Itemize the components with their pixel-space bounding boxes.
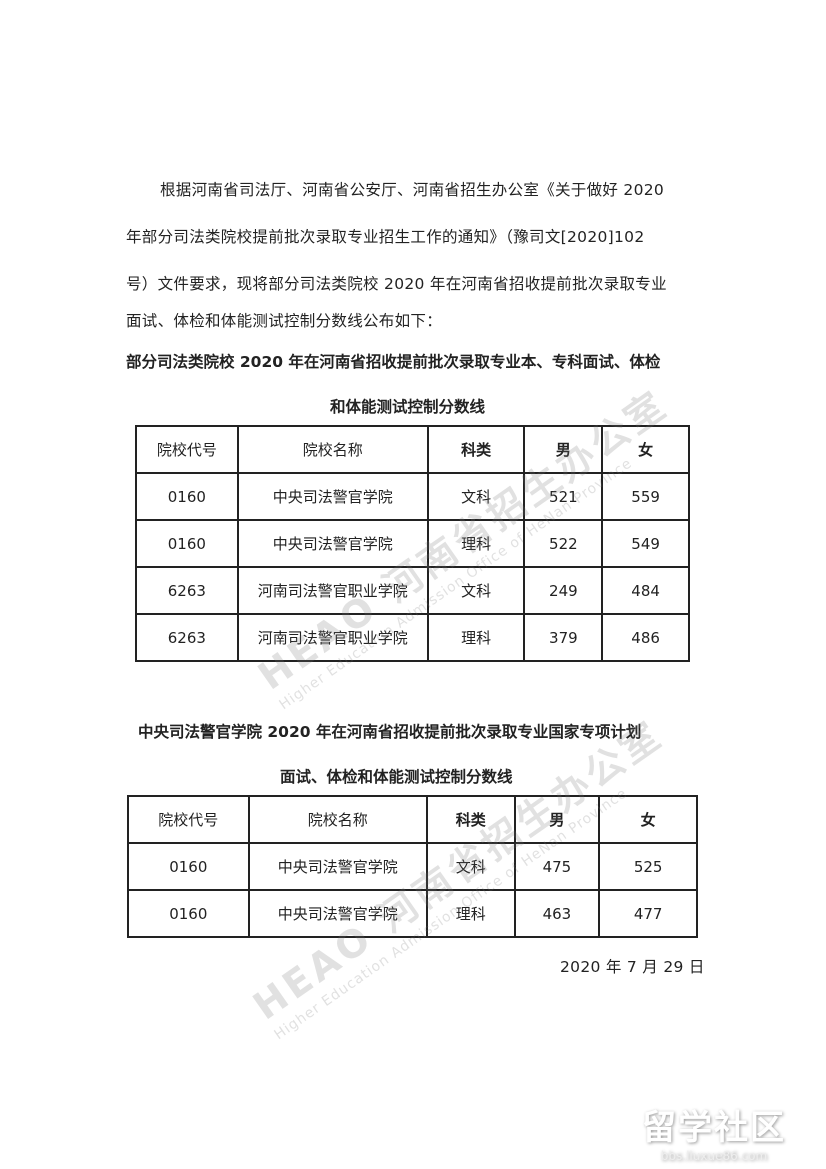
intro-line-2: 年部分司法类院校提前批次录取专业招生工作的通知》（豫司文[2020]102	[126, 228, 645, 246]
cell: 6263	[135, 613, 239, 662]
cell: 0160	[135, 519, 239, 568]
site-logo-url: bbs.liuxue86.com	[660, 1149, 768, 1163]
header-cell: 院校代号	[135, 425, 239, 474]
header-cell: 院校名称	[236, 425, 429, 474]
cell: 河南司法警官职业学院	[236, 613, 429, 662]
cell: 理科	[426, 613, 526, 662]
table-row: 6263 河南司法警官职业学院 理科 379 486	[135, 613, 690, 662]
cell: 河南司法警官职业学院	[236, 566, 429, 615]
cell: 379	[523, 613, 604, 662]
cell: 521	[523, 472, 604, 521]
cell: 中央司法警官学院	[247, 889, 428, 938]
cell: 463	[513, 889, 601, 938]
table1: 院校代号 院校名称 科类 男 女 0160 中央司法警官学院 文科 521 559 01…	[135, 425, 690, 662]
cell: 475	[513, 842, 601, 891]
cell: 文科	[426, 472, 526, 521]
table-row: 6263 河南司法警官职业学院 文科 249 484	[135, 566, 690, 615]
cell: 理科	[426, 519, 526, 568]
cell: 0160	[135, 472, 239, 521]
cell: 0160	[127, 842, 250, 891]
table1-title-line-1: 部分司法类院校 2020 年在河南省招收提前批次录取专业本、专科面试、体检	[126, 353, 661, 371]
intro-line-4: 面试、体检和体能测试控制分数线公布如下：	[126, 312, 443, 330]
cell: 6263	[135, 566, 239, 615]
table-header-row: 院校代号 院校名称 科类 男 女	[135, 425, 690, 474]
cell: 486	[601, 613, 690, 662]
cell: 文科	[425, 842, 516, 891]
table-row: 0160 中央司法警官学院 文科 475 525	[127, 842, 698, 891]
cell: 549	[601, 519, 690, 568]
cell: 484	[601, 566, 690, 615]
table-row: 0160 中央司法警官学院 理科 522 549	[135, 519, 690, 568]
header-cell: 男	[513, 795, 601, 844]
cell: 中央司法警官学院	[236, 472, 429, 521]
cell: 中央司法警官学院	[247, 842, 428, 891]
cell: 525	[598, 842, 698, 891]
table-row: 0160 中央司法警官学院 文科 521 559	[135, 472, 690, 521]
cell: 522	[523, 519, 604, 568]
site-logo-name: 留学社区	[642, 1108, 786, 1148]
intro-line-1: 根据河南省司法厅、河南省公安厅、河南省招生办公室《关于做好 2020	[160, 181, 665, 199]
cell: 249	[523, 566, 604, 615]
table2-title-line-2: 面试、体检和体能测试控制分数线	[280, 768, 513, 786]
header-cell: 科类	[425, 795, 516, 844]
cell: 477	[598, 889, 698, 938]
table1-title-line-2: 和体能测试控制分数线	[330, 398, 486, 416]
intro-line-3: 号）文件要求，现将部分司法类院校 2020 年在河南省招收提前批次录取专业	[126, 275, 667, 293]
cell: 0160	[127, 889, 250, 938]
table-header-row: 院校代号 院校名称 科类 男 女	[127, 795, 698, 844]
cell: 理科	[425, 889, 516, 938]
header-cell: 女	[601, 425, 690, 474]
table2: 院校代号 院校名称 科类 男 女 0160 中央司法警官学院 文科 475 525 01…	[127, 795, 698, 938]
cell: 文科	[426, 566, 526, 615]
table-row: 0160 中央司法警官学院 理科 463 477	[127, 889, 698, 938]
header-cell: 院校代号	[127, 795, 250, 844]
site-logo: 留学社区 bbs.liuxue86.com	[642, 1100, 786, 1163]
cell: 559	[601, 472, 690, 521]
header-cell: 院校名称	[247, 795, 428, 844]
header-cell: 科类	[426, 425, 526, 474]
date: 2020 年 7 月 29 日	[560, 958, 705, 976]
header-cell: 男	[523, 425, 604, 474]
table2-title-line-1: 中央司法警官学院 2020 年在河南省招收提前批次录取专业国家专项计划	[138, 723, 642, 741]
cell: 中央司法警官学院	[236, 519, 429, 568]
header-cell: 女	[598, 795, 698, 844]
